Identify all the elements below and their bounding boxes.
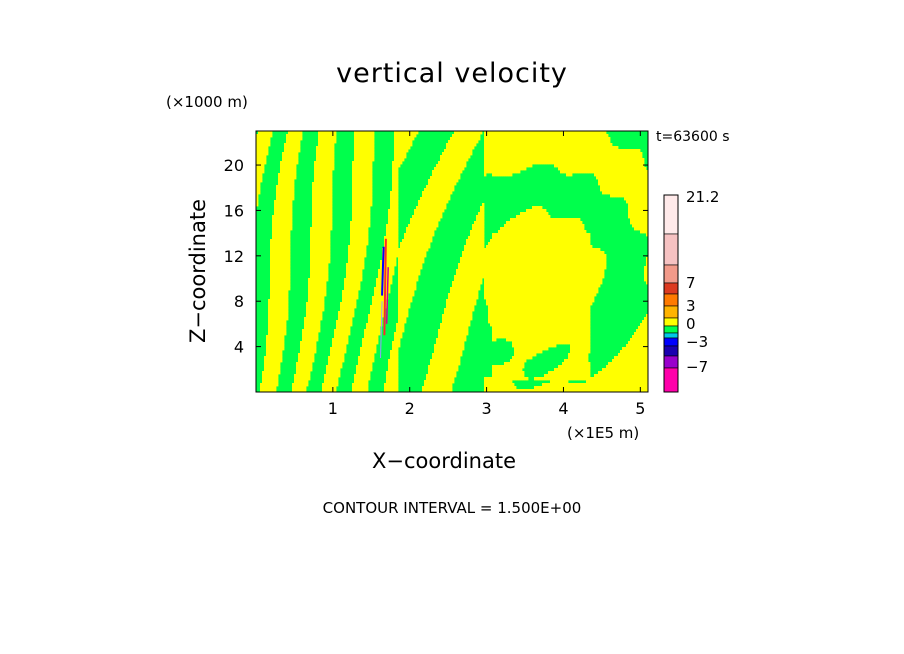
- x-unit-label: (×1E5 m): [567, 424, 640, 442]
- x-tick-label: 1: [328, 399, 338, 418]
- x-tick-label: 2: [405, 399, 415, 418]
- x-axis-label: X−coordinate: [372, 449, 516, 473]
- updraft-streak: [381, 246, 385, 296]
- velocity-field: [256, 131, 648, 392]
- colorbar-swatch: [663, 355, 679, 369]
- updraft-streak: [385, 267, 389, 324]
- contour-interval-label: CONTOUR INTERVAL = 1.500E+00: [322, 499, 582, 517]
- colorbar-swatch: [663, 325, 679, 334]
- colorbar-swatch: [663, 305, 679, 319]
- time-label: t=63600 s: [656, 129, 730, 145]
- y-tick-label: 8: [234, 292, 244, 311]
- colorbar-label: 3: [686, 297, 696, 315]
- updraft-streak: [383, 238, 387, 336]
- updraft-streak: [380, 301, 383, 358]
- y-tick-label: 12: [224, 247, 244, 266]
- colorbar: 21.2 7 30−3 −7: [663, 188, 719, 393]
- colorbar-swatch: [663, 367, 679, 393]
- x-ticks: 1 2 3 4 5: [328, 131, 645, 418]
- y-ticks: 4 8 12 16 20: [224, 156, 648, 357]
- y-tick-label: 16: [224, 201, 244, 220]
- x-tick-label: 4: [558, 399, 568, 418]
- y-tick-label: 20: [224, 156, 244, 175]
- colorbar-label: 7: [686, 274, 696, 292]
- colorbar-label: 0: [686, 315, 696, 333]
- colorbar-swatch: [663, 282, 679, 295]
- colorbar-frame: [663, 194, 679, 393]
- colorbar-label: −3: [686, 333, 708, 351]
- colorbar-swatch: [663, 293, 679, 307]
- x-tick-label: 3: [481, 399, 491, 418]
- colorbar-swatch: [663, 264, 679, 284]
- x-tick-label: 5: [635, 399, 645, 418]
- colorbar-swatch: [663, 194, 679, 235]
- colorbar-swatch: [663, 337, 679, 347]
- plot-frame: [255, 130, 649, 393]
- colorbar-swatch: [663, 233, 679, 266]
- colorbar-label: −7: [686, 358, 708, 376]
- y-tick-label: 4: [234, 338, 244, 357]
- colorbar-swatch: [663, 317, 679, 327]
- z-unit-label: (×1000 m): [166, 93, 248, 111]
- colorbar-swatch: [663, 345, 679, 357]
- colorbar-swatch: [663, 332, 679, 339]
- chart-title: vertical velocity: [336, 58, 568, 89]
- colorbar-label: 21.2: [686, 188, 719, 206]
